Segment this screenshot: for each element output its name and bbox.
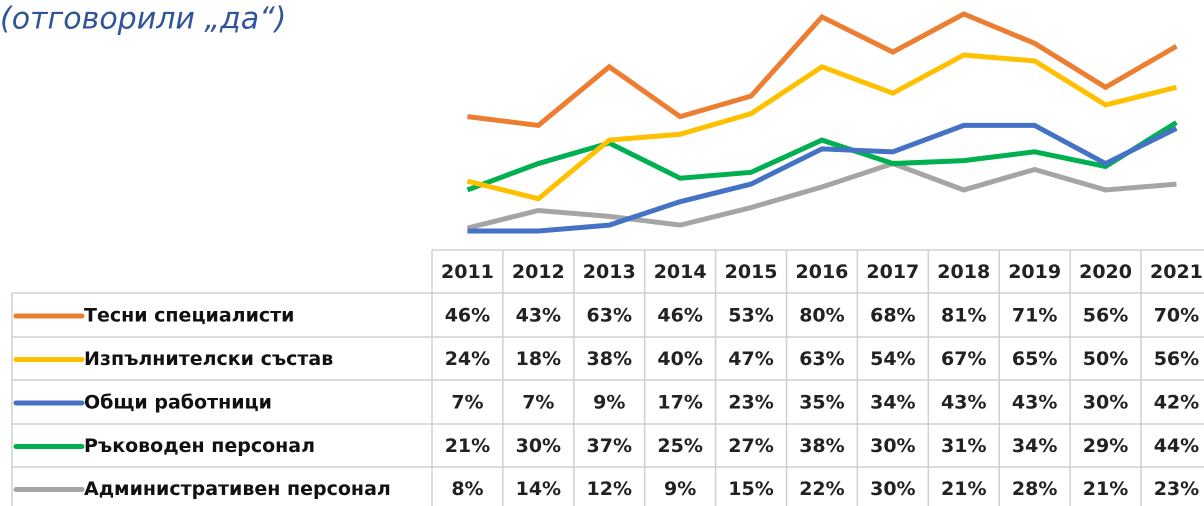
series-line bbox=[467, 11, 1178, 129]
data-label: 46% bbox=[445, 305, 490, 327]
data-label: 56% bbox=[1154, 348, 1199, 370]
data-label: 43% bbox=[516, 305, 561, 327]
data-label: 18% bbox=[516, 348, 561, 370]
category-header: 2020 bbox=[1079, 261, 1132, 283]
data-label: 40% bbox=[657, 348, 702, 370]
data-label: 68% bbox=[870, 305, 915, 327]
series-line bbox=[466, 120, 1178, 193]
chart-subtitle: (отговорили „да“) bbox=[0, 2, 286, 37]
data-label: 81% bbox=[941, 305, 986, 327]
category-header: 2014 bbox=[654, 261, 707, 283]
category-header: 2018 bbox=[937, 261, 990, 283]
category-header: 2012 bbox=[512, 261, 565, 283]
data-label: 30% bbox=[870, 478, 915, 500]
category-header: 2011 bbox=[441, 261, 494, 283]
legend-label: Изпълнителски състав bbox=[84, 348, 333, 370]
series-line bbox=[466, 52, 1178, 202]
data-label: 30% bbox=[516, 435, 561, 457]
data-label: 67% bbox=[941, 348, 986, 370]
data-label: 35% bbox=[799, 392, 844, 414]
data-label: 47% bbox=[728, 348, 773, 370]
category-header: 2021 bbox=[1150, 261, 1203, 283]
data-label: 65% bbox=[1012, 348, 1057, 370]
data-label: 56% bbox=[1083, 305, 1128, 327]
data-label: 9% bbox=[664, 478, 696, 500]
data-label: 46% bbox=[657, 305, 702, 327]
data-label: 38% bbox=[587, 348, 632, 370]
data-label: 7% bbox=[522, 392, 554, 414]
data-label: 42% bbox=[1154, 392, 1199, 414]
data-label: 12% bbox=[587, 478, 632, 500]
data-label: 71% bbox=[1012, 305, 1057, 327]
data-label: 43% bbox=[1012, 392, 1057, 414]
category-header: 2017 bbox=[866, 261, 919, 283]
data-label: 38% bbox=[799, 435, 844, 457]
data-label: 30% bbox=[1083, 392, 1128, 414]
data-label: 30% bbox=[870, 435, 915, 457]
category-header: 2013 bbox=[583, 261, 636, 283]
data-label: 14% bbox=[516, 478, 561, 500]
data-label: 21% bbox=[1083, 478, 1128, 500]
data-label: 25% bbox=[657, 435, 702, 457]
legend-label: Тесни специалисти bbox=[84, 305, 294, 327]
data-label: 29% bbox=[1083, 435, 1128, 457]
data-label: 15% bbox=[728, 478, 773, 500]
data-label: 54% bbox=[870, 348, 915, 370]
data-label: 70% bbox=[1154, 305, 1199, 327]
data-label: 34% bbox=[1012, 435, 1057, 457]
series-line bbox=[467, 122, 1178, 234]
data-label: 21% bbox=[941, 478, 986, 500]
data-label: 34% bbox=[870, 392, 915, 414]
legend-label: Административен персонал bbox=[84, 478, 391, 500]
series-line bbox=[466, 160, 1177, 231]
data-label: 53% bbox=[728, 305, 773, 327]
data-label: 63% bbox=[799, 348, 844, 370]
data-label: 21% bbox=[445, 435, 490, 457]
legend-label: Ръководен персонал bbox=[84, 435, 315, 457]
data-label: 31% bbox=[941, 435, 986, 457]
category-header: 2016 bbox=[796, 261, 849, 283]
data-label: 23% bbox=[728, 392, 773, 414]
data-label: 50% bbox=[1083, 348, 1128, 370]
data-label: 63% bbox=[587, 305, 632, 327]
data-label: 17% bbox=[657, 392, 702, 414]
data-label: 28% bbox=[1012, 478, 1057, 500]
data-label: 43% bbox=[941, 392, 986, 414]
data-label: 44% bbox=[1154, 435, 1199, 457]
data-label: 22% bbox=[799, 478, 844, 500]
category-header: 2019 bbox=[1008, 261, 1061, 283]
data-label: 27% bbox=[728, 435, 773, 457]
data-label: 37% bbox=[587, 435, 632, 457]
data-label: 24% bbox=[445, 348, 490, 370]
category-header: 2015 bbox=[725, 261, 778, 283]
data-label: 8% bbox=[451, 478, 483, 500]
data-label: 23% bbox=[1154, 478, 1199, 500]
legend-label: Общи работници bbox=[84, 392, 272, 414]
data-label: 80% bbox=[799, 305, 844, 327]
data-label: 9% bbox=[593, 392, 625, 414]
data-label: 7% bbox=[451, 392, 483, 414]
